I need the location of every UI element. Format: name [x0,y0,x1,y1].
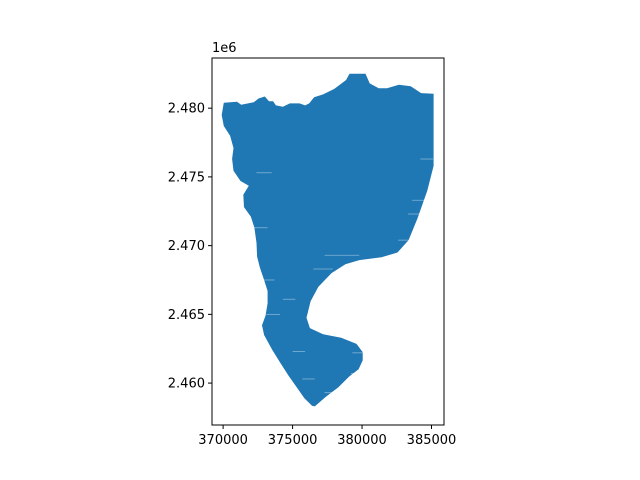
axes-frame [211,57,445,426]
x-tick-label: 370000 [198,433,248,448]
y-tick-label: 2.480 [168,102,205,117]
plot-area [221,73,434,407]
y-tick-label: 2.475 [168,170,205,185]
x-tick-label: 375000 [268,433,318,448]
map-region [221,73,434,407]
x-tick-label: 380000 [337,433,387,448]
y-tick-label: 2.470 [168,239,205,254]
y-tick-label: 2.465 [168,308,205,323]
x-tick-label: 385000 [407,433,457,448]
y-axis-offset-label: 1e6 [212,41,237,56]
x-axis: 370000 375000 380000 385000 [198,425,456,448]
region-hatch-lines [253,158,433,394]
y-axis: 2.460 2.465 2.470 2.475 2.480 [168,102,212,392]
y-tick-label: 2.460 [168,377,205,392]
